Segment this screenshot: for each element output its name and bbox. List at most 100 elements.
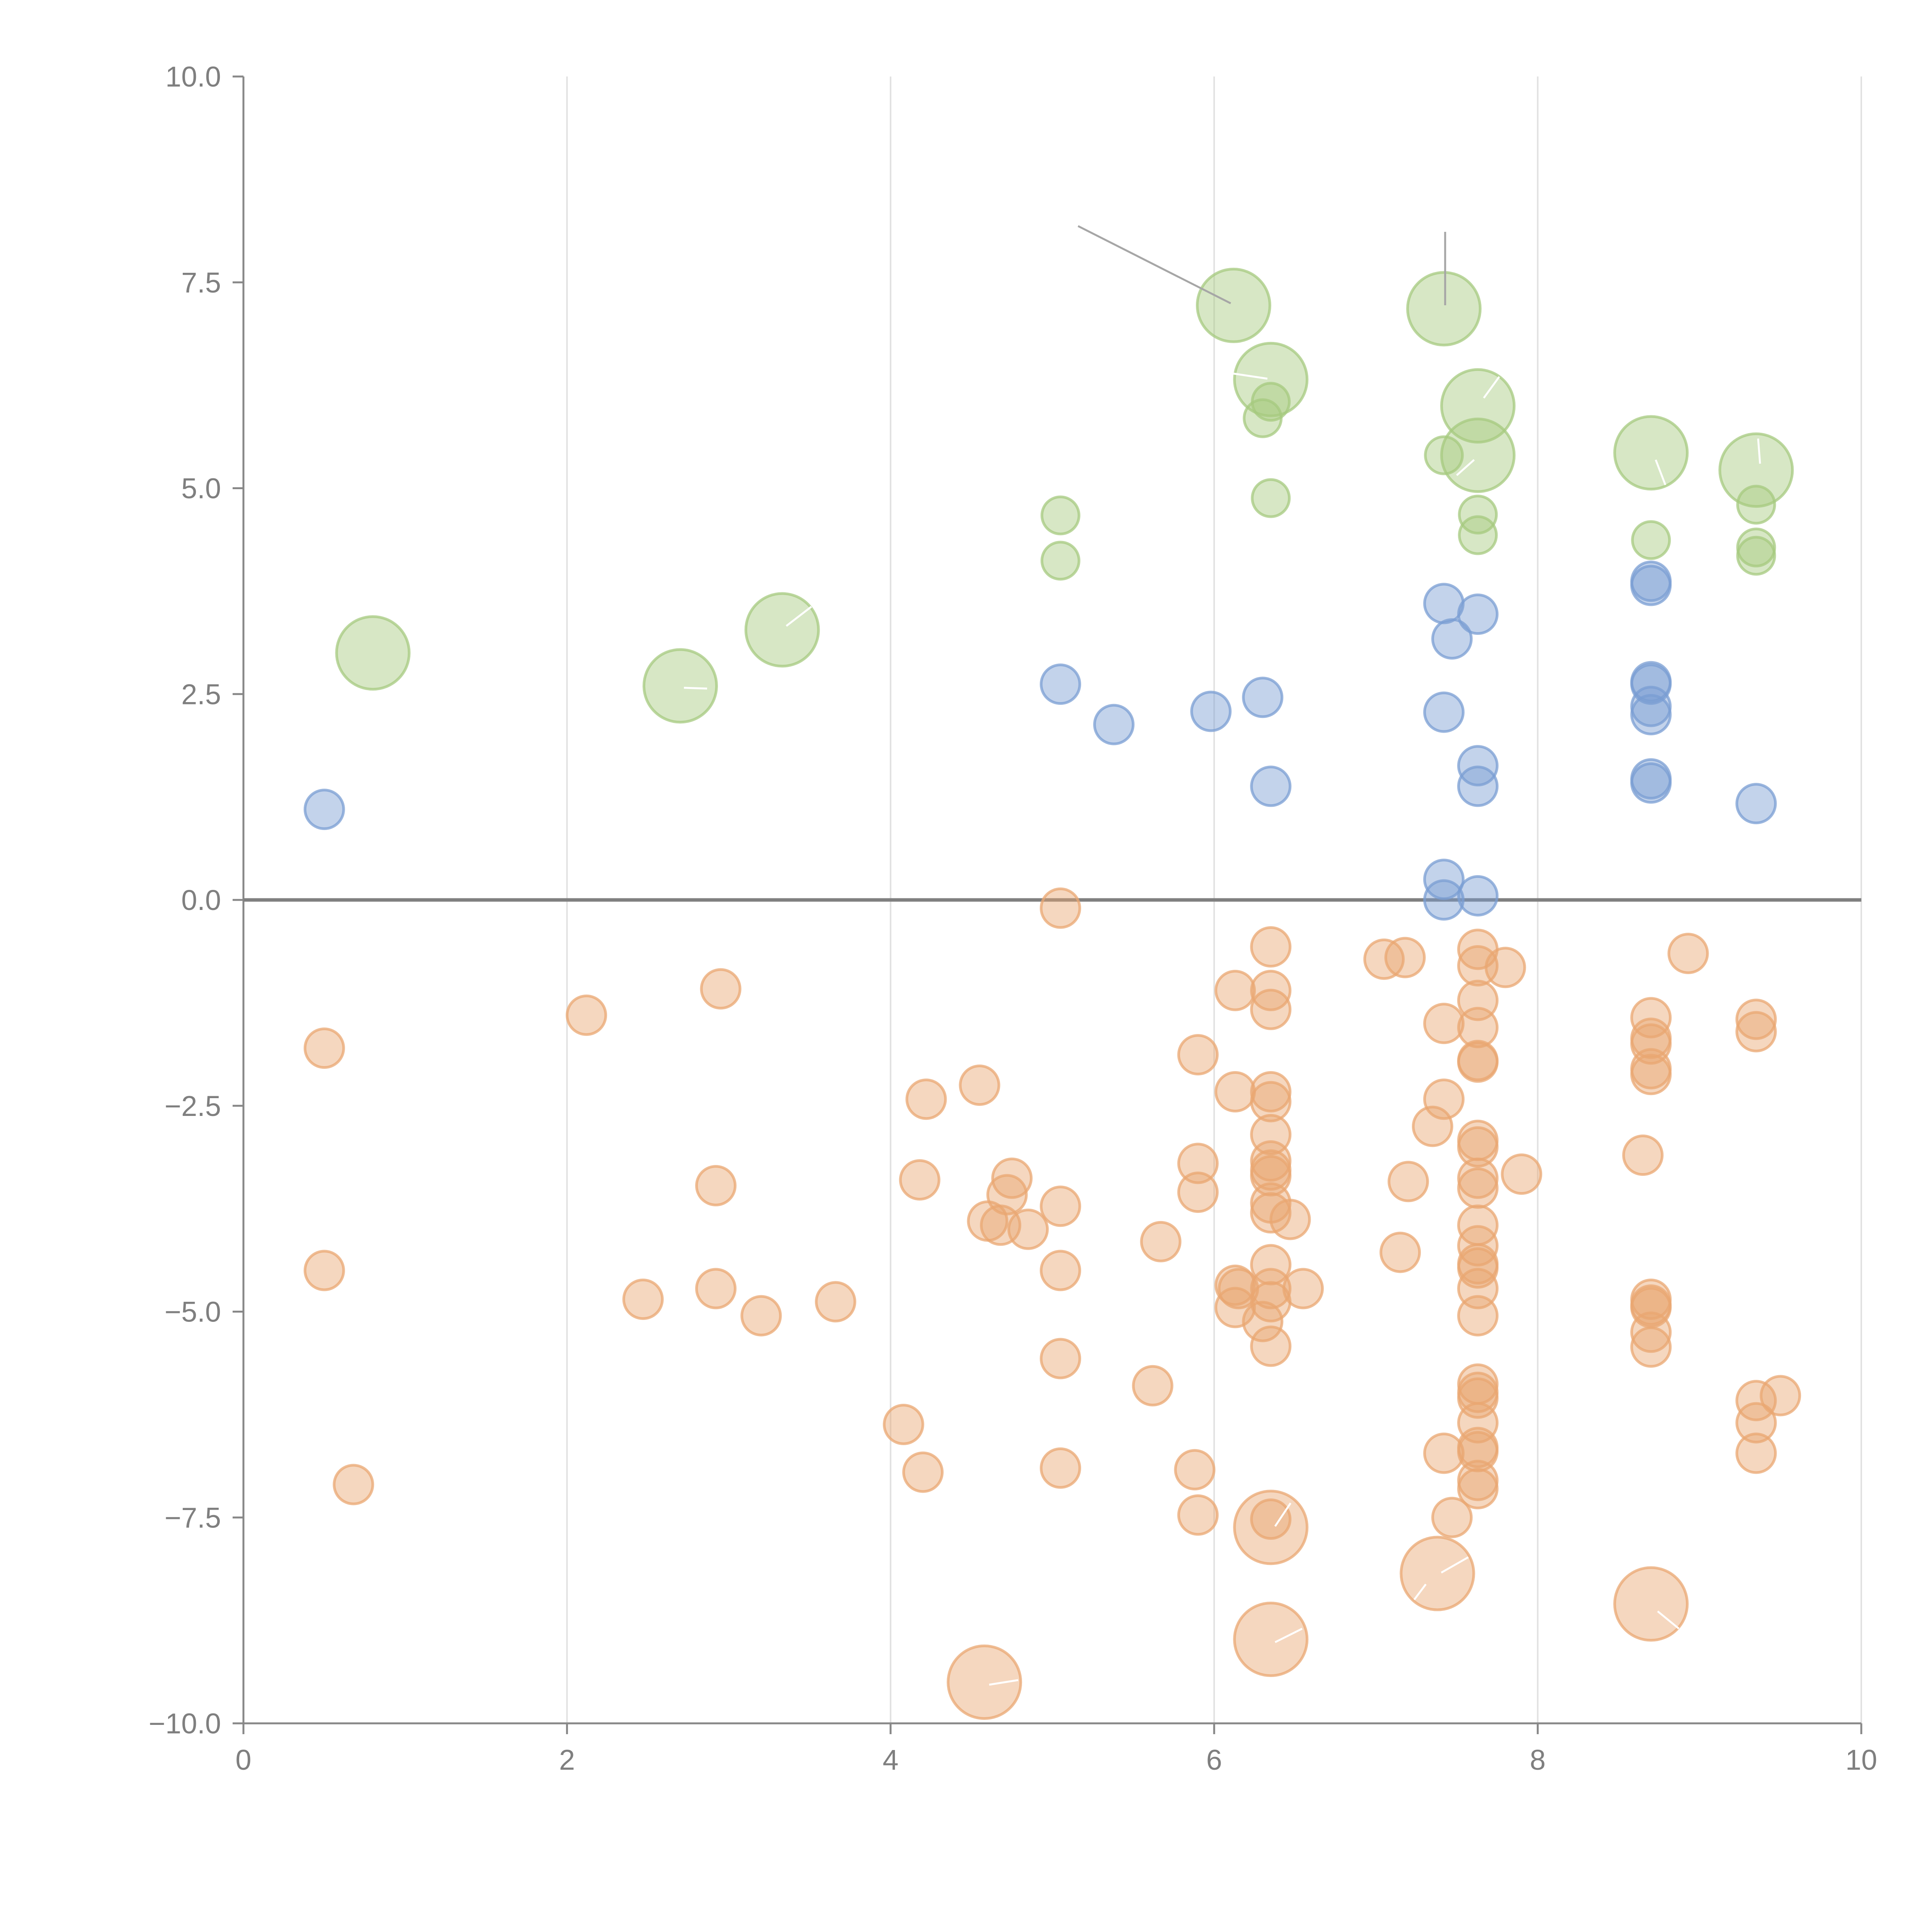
- x-tick-label: 8: [1530, 1744, 1546, 1776]
- data-point-negative: [1242, 1301, 1284, 1342]
- data-point-negative: [333, 1464, 374, 1505]
- data-point-negative: [1667, 933, 1709, 975]
- data-point-negative: [1363, 938, 1405, 980]
- data-point-negative: [1250, 988, 1292, 1030]
- data-point-negative: [815, 1281, 856, 1323]
- data-point-large-negative: [947, 1644, 1022, 1720]
- data-point-large: [1458, 515, 1498, 555]
- data-point-negative: [1735, 1432, 1777, 1474]
- y-tick-label: 5.0: [181, 473, 221, 505]
- data-point-negative: [1177, 1172, 1219, 1213]
- data-point-large: [1613, 415, 1689, 491]
- data-point-large: [1458, 495, 1498, 535]
- data-point-positive: [1250, 765, 1292, 807]
- data-point-negative: [883, 1403, 924, 1445]
- data-point-positive: [1630, 565, 1672, 606]
- halo-line: [1228, 372, 1268, 380]
- halo-line: [1440, 1556, 1469, 1574]
- data-point-negative: [1457, 1041, 1499, 1083]
- data-point-negative: [1630, 1311, 1672, 1353]
- data-point-large: [1243, 398, 1283, 438]
- data-point-negative: [1282, 1268, 1324, 1310]
- data-point-large: [1040, 541, 1080, 581]
- data-point-positive: [1457, 875, 1499, 917]
- data-point-negative: [1384, 937, 1426, 978]
- data-point-large-negative: [1233, 1490, 1309, 1565]
- data-point-negative: [991, 1157, 1033, 1199]
- data-point-negative: [1457, 1402, 1499, 1444]
- data-point-negative: [303, 1250, 345, 1291]
- data-point-large: [1736, 536, 1776, 576]
- data-point-positive: [1093, 704, 1135, 745]
- data-point-negative: [1457, 1157, 1499, 1199]
- data-point-negative: [1412, 1105, 1453, 1147]
- data-point-negative: [1735, 1402, 1777, 1444]
- data-point-positive: [1423, 691, 1465, 733]
- halo-line: [1657, 1611, 1680, 1629]
- data-point-positive: [1431, 618, 1473, 660]
- data-point-large: [1040, 495, 1080, 536]
- data-point-negative: [899, 1159, 940, 1201]
- y-tick-label: 0.0: [181, 884, 221, 916]
- data-point-large: [1406, 271, 1482, 347]
- data-point-negative: [902, 1451, 944, 1493]
- data-point-positive: [1039, 663, 1081, 705]
- data-point-negative: [1457, 1167, 1499, 1209]
- data-point-negative: [1039, 1185, 1081, 1227]
- data-point-negative: [1760, 1375, 1801, 1417]
- data-point-negative: [1177, 1143, 1219, 1184]
- data-point-large: [1736, 485, 1776, 525]
- data-point-negative: [1250, 1081, 1292, 1122]
- data-point-positive: [1457, 594, 1499, 635]
- data-point-negative: [1630, 1023, 1672, 1065]
- halo-line: [1274, 1628, 1303, 1643]
- data-point-negative: [1457, 1007, 1499, 1048]
- data-point-large: [1196, 267, 1271, 343]
- data-point-negative: [1457, 1431, 1499, 1473]
- data-point-negative: [1269, 1199, 1311, 1240]
- data-point-negative: [1250, 1140, 1292, 1182]
- halo-line: [1757, 438, 1761, 464]
- data-point-negative: [695, 1165, 737, 1206]
- data-point-negative: [1039, 1447, 1081, 1489]
- x-tick-label: 6: [1206, 1744, 1222, 1776]
- connector-line: [1077, 225, 1231, 304]
- data-point-negative: [1007, 1208, 1049, 1250]
- data-point-negative: [740, 1295, 782, 1337]
- data-point-negative: [1250, 926, 1292, 968]
- data-point-negative: [1250, 1071, 1292, 1113]
- data-point-negative: [1423, 1078, 1465, 1120]
- data-point-negative: [1457, 1468, 1499, 1510]
- data-point-negative: [1250, 1268, 1292, 1310]
- data-point-negative: [695, 1268, 737, 1310]
- data-point-negative: [1423, 1432, 1465, 1474]
- data-point-positive: [1457, 765, 1499, 807]
- data-point-large: [1718, 432, 1794, 508]
- data-point-negative: [1630, 1054, 1672, 1095]
- data-point-negative: [1214, 1071, 1256, 1113]
- x-tick-label: 0: [235, 1744, 251, 1776]
- data-point-positive: [1242, 677, 1284, 718]
- y-tick-label: 2.5: [181, 678, 221, 710]
- data-point-positive: [1630, 663, 1672, 705]
- halo-line: [1483, 376, 1500, 399]
- data-point-large: [1251, 478, 1291, 518]
- data-point-positive: [1735, 783, 1777, 825]
- data-point-negative: [1457, 1126, 1499, 1168]
- data-point-negative: [1132, 1365, 1173, 1406]
- x-tick-label: 4: [883, 1744, 898, 1776]
- data-point-negative: [1039, 887, 1081, 929]
- data-point-large: [642, 648, 718, 724]
- halo-line: [1413, 1583, 1427, 1600]
- halo-line: [1456, 459, 1475, 476]
- data-point-negative: [1630, 1326, 1672, 1368]
- data-point-negative: [622, 1279, 664, 1320]
- data-point-negative: [1388, 1161, 1429, 1202]
- tick-labels: 0 2 4 6 8 10 10.0 7.5 5.0 2.5 0.0 −2.5 −5.0 −7.5 −10.0: [149, 61, 1877, 1776]
- data-point-negative: [1039, 1338, 1081, 1379]
- data-point-positive: [303, 789, 345, 830]
- data-point-large: [744, 592, 820, 668]
- y-tick-label: −7.5: [165, 1502, 221, 1534]
- data-point-negative: [1177, 1034, 1219, 1076]
- y-tick-label: 10.0: [165, 61, 221, 93]
